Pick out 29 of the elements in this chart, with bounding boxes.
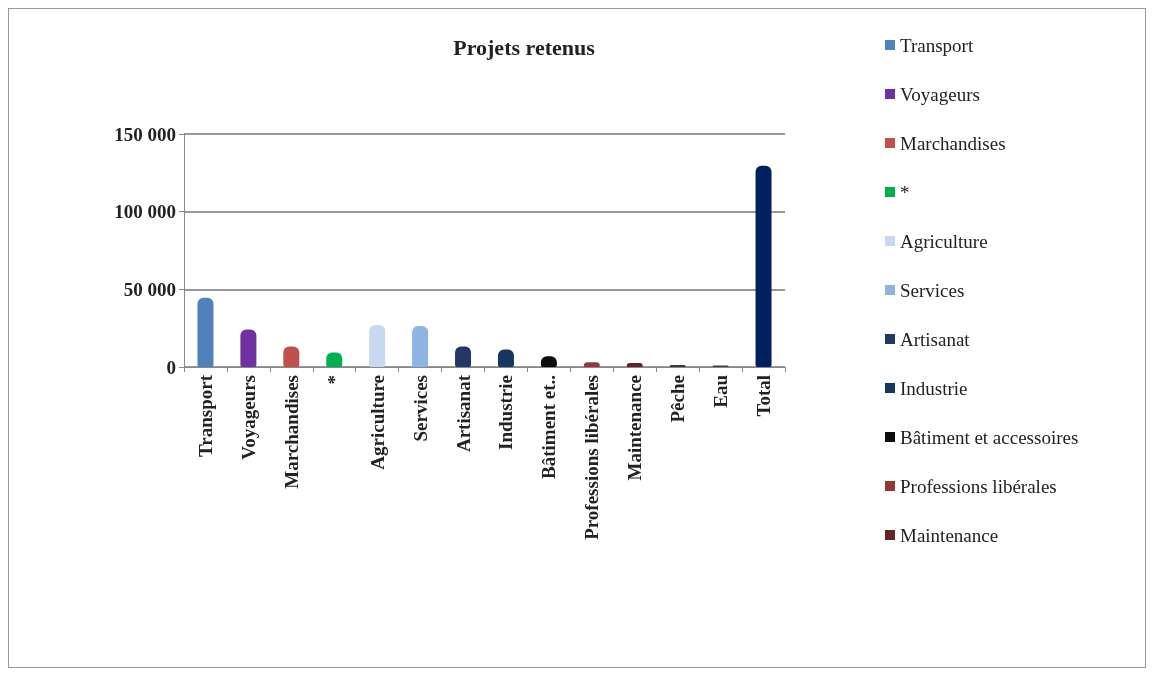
x-tick-label: Eau xyxy=(710,374,732,408)
x-tick-label: Artisanat xyxy=(452,374,474,453)
legend-label: * xyxy=(900,181,910,203)
legend-label: Maintenance xyxy=(900,524,999,546)
x-tick-label: Agriculture xyxy=(366,375,388,470)
legend-label: Bâtiment et accessoires xyxy=(900,426,1079,448)
x-tick-label: Industrie xyxy=(495,375,517,450)
x-tick-label: Transport xyxy=(194,374,216,457)
y-tick-label: 150 000 xyxy=(114,123,176,145)
legend-label: Professions libérales xyxy=(900,475,1057,497)
chart-title: Projets retenus xyxy=(453,34,596,60)
x-tick-label: Pêche xyxy=(667,375,689,423)
legend-label: Services xyxy=(900,279,965,301)
y-tick-label: 100 000 xyxy=(114,201,176,223)
x-tick-label: Maintenance xyxy=(624,375,646,481)
legend-label: Marchandises xyxy=(900,132,1006,154)
x-tick-label: Total xyxy=(753,375,775,417)
x-tick-label: Voyageurs xyxy=(237,375,259,460)
x-tick-label: Services xyxy=(409,375,431,442)
legend-label: Transport xyxy=(900,34,974,56)
x-tick-label: Bâtiment et.. xyxy=(538,375,560,479)
x-tick-label: Professions libérales xyxy=(581,375,603,540)
legend-label: Agriculture xyxy=(900,230,988,252)
x-tick-label: * xyxy=(323,375,345,385)
x-tick-label: Marchandises xyxy=(280,375,302,489)
legend-label: Voyageurs xyxy=(900,83,980,105)
y-tick-label: 50 000 xyxy=(123,278,176,300)
y-tick-label: 0 xyxy=(166,356,176,378)
legend-label: Artisanat xyxy=(900,328,971,350)
